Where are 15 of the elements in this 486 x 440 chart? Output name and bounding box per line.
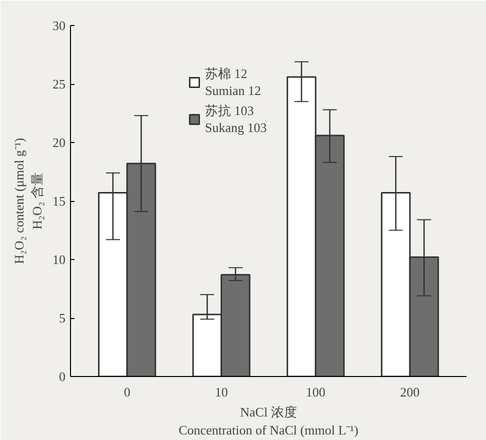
y-tick-label: 0 <box>59 369 66 384</box>
y-tick-label: 15 <box>52 194 66 208</box>
x-tick-label: 10 <box>214 384 228 400</box>
y-tick-label: 25 <box>52 76 66 92</box>
y-tick-label: 30 <box>52 18 66 33</box>
x-tick-label: 0 <box>124 384 130 400</box>
y-tick-label: 20 <box>52 135 66 150</box>
x-axis-title: NaCl 浓度 Concentration of NaCl (mmol L⁻¹) <box>178 404 358 438</box>
legend-label: 苏棉 12 Sumian 12 <box>205 65 261 99</box>
y-axis-title: H₂O₂ content (μmol g⁻¹) H₂O₂ 含量 <box>12 138 44 264</box>
y-tick-label: 10 <box>52 252 66 267</box>
x-tick-label: 100 <box>306 384 326 400</box>
legend-label: 苏抗 103 Sukang 103 <box>205 102 267 136</box>
x-tick-label: 200 <box>400 384 420 400</box>
y-tick-label: 5 <box>59 310 66 326</box>
